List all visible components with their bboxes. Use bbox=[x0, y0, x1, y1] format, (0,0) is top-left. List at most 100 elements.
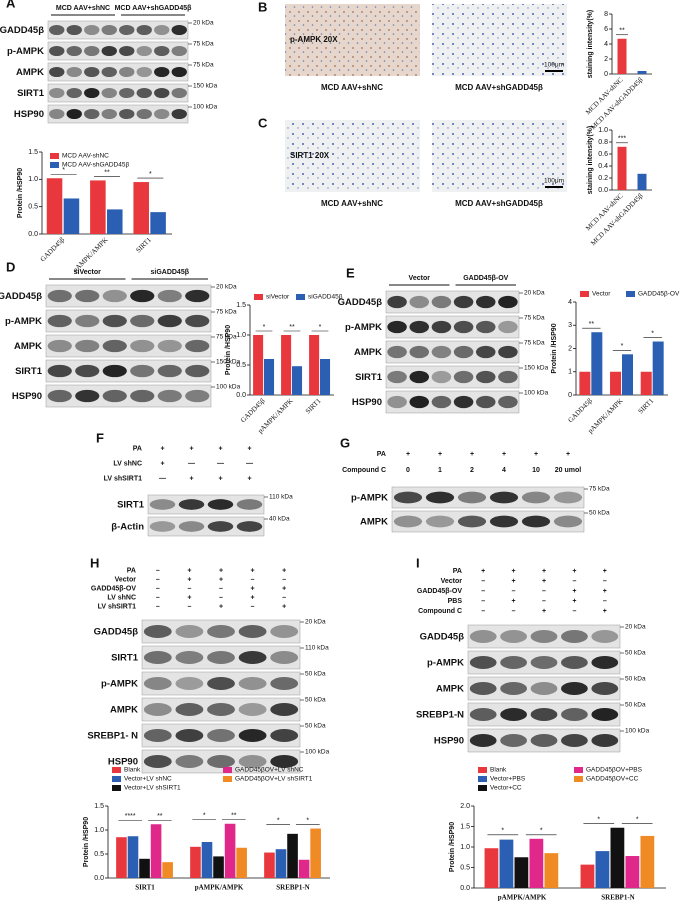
significance: ** bbox=[157, 813, 163, 820]
blot-band bbox=[207, 677, 235, 690]
kda-label: 20 kDa bbox=[305, 619, 326, 626]
bar bbox=[514, 857, 529, 888]
protein-label: HSP90 bbox=[108, 757, 138, 768]
condition-label: GADD45β-OV bbox=[417, 588, 462, 595]
group-label: siVector bbox=[74, 269, 102, 276]
significance: * bbox=[149, 171, 152, 178]
blot-band bbox=[475, 345, 496, 359]
condition-value: + bbox=[542, 608, 546, 615]
blot-strip bbox=[467, 676, 621, 701]
bar bbox=[580, 864, 595, 888]
blot-band bbox=[84, 24, 100, 36]
significance: *** bbox=[618, 136, 626, 143]
condition-value: – bbox=[156, 585, 160, 592]
condition-value: + bbox=[219, 567, 223, 574]
group-label: Vector bbox=[409, 275, 431, 282]
protein-label: GADD45β bbox=[94, 627, 139, 638]
blot-band bbox=[500, 682, 527, 695]
blot-strip bbox=[47, 41, 189, 61]
condition-label: Compound C bbox=[342, 467, 386, 474]
blot-strip bbox=[45, 334, 212, 358]
image-caption: MCD AAV+shNC bbox=[321, 83, 383, 92]
blot-band bbox=[561, 708, 588, 721]
blot-band bbox=[238, 703, 267, 716]
kda-label: 100 kDa bbox=[216, 384, 241, 391]
condition-value: + bbox=[282, 603, 286, 610]
condition-value: + bbox=[572, 568, 576, 575]
blot-band bbox=[101, 87, 117, 99]
blot-band bbox=[157, 339, 182, 353]
blot-band bbox=[75, 364, 100, 378]
y-tick-label: 2 bbox=[604, 56, 608, 63]
kda-label: 75 kDa bbox=[216, 309, 237, 316]
blot-band bbox=[498, 320, 518, 334]
blot-band bbox=[498, 395, 518, 409]
kda-label: 100 kDa bbox=[625, 728, 650, 735]
condition-value: + bbox=[438, 451, 442, 458]
blot-band bbox=[130, 314, 155, 328]
blot-band bbox=[500, 630, 527, 643]
bar bbox=[622, 354, 634, 395]
blot-band bbox=[387, 345, 407, 359]
y-tick-label: 2 bbox=[568, 345, 572, 352]
bar bbox=[253, 335, 264, 395]
blot-band bbox=[591, 682, 619, 695]
condition-value: + bbox=[219, 603, 223, 610]
y-tick-label: 0.5 bbox=[28, 204, 38, 211]
condition-label: Vector bbox=[115, 576, 137, 583]
y-axis-label: Protein /HSP90 bbox=[225, 325, 232, 375]
bar bbox=[579, 371, 591, 395]
blot-band bbox=[553, 515, 583, 528]
bar bbox=[190, 846, 201, 878]
bar bbox=[310, 828, 321, 878]
significance: ** bbox=[619, 28, 625, 35]
blot-band bbox=[49, 66, 65, 78]
blot-band bbox=[238, 729, 267, 742]
protein-label: GADD45β bbox=[420, 632, 465, 643]
condition-value: + bbox=[187, 576, 191, 583]
kda-label: 75 kDa bbox=[589, 486, 610, 493]
blot-band bbox=[409, 295, 430, 309]
condition-value: — bbox=[188, 460, 195, 467]
legend-swatch bbox=[478, 767, 487, 773]
condition-label: PBS bbox=[448, 598, 463, 605]
kda-label: 150 kDa bbox=[524, 365, 549, 372]
condition-value: + bbox=[189, 475, 193, 482]
blot-band bbox=[238, 651, 267, 664]
stain-label: p-AMPK 20X bbox=[290, 35, 338, 44]
protein-label: SREBP1-N bbox=[416, 710, 464, 721]
blot-band bbox=[154, 108, 170, 120]
blot-band bbox=[49, 108, 65, 120]
protein-label: GADD45β bbox=[338, 297, 383, 308]
blot-band bbox=[591, 630, 619, 643]
protein-label: AMPK bbox=[436, 684, 464, 695]
y-axis-label: Protein /HSP90 bbox=[17, 168, 24, 218]
condition-value: – bbox=[156, 576, 160, 583]
blot-band bbox=[102, 389, 127, 403]
x-tick-label: SIRT1 bbox=[135, 884, 155, 892]
protein-label: p-AMPK bbox=[345, 322, 382, 333]
blot-band bbox=[409, 370, 430, 384]
y-tick-label: 0.0 bbox=[460, 885, 470, 892]
protein-label: SIRT1 bbox=[17, 88, 45, 99]
blot-band bbox=[154, 87, 170, 99]
bar bbox=[625, 856, 640, 888]
blot-band bbox=[475, 395, 496, 409]
protein-label: HSP90 bbox=[12, 391, 42, 402]
blot-band bbox=[130, 339, 155, 353]
bar bbox=[544, 853, 559, 888]
blot-band bbox=[393, 491, 423, 504]
blot-band bbox=[453, 295, 474, 309]
blot-strip bbox=[47, 83, 189, 103]
blot-band bbox=[409, 345, 430, 359]
condition-label: Compound C bbox=[418, 608, 462, 615]
protein-label: SIRT1 bbox=[117, 500, 145, 511]
bar bbox=[309, 335, 320, 395]
condition-value: – bbox=[156, 567, 160, 574]
blot-band bbox=[431, 395, 452, 409]
y-axis-label: Protein /HSP90 bbox=[551, 323, 558, 373]
kda-label: 100 kDa bbox=[193, 104, 218, 111]
blot-band bbox=[171, 24, 187, 36]
blot-band bbox=[75, 339, 100, 353]
blot-band bbox=[119, 24, 135, 36]
